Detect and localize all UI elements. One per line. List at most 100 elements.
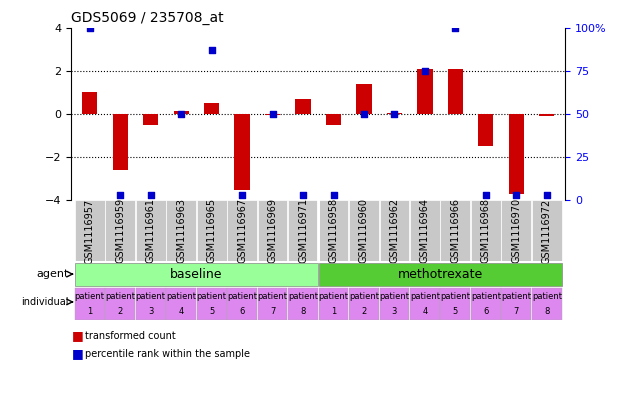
Point	[420, 68, 430, 74]
Point	[146, 192, 156, 198]
Text: GSM1116962: GSM1116962	[389, 198, 399, 263]
Text: patient: patient	[258, 292, 288, 301]
Text: patient: patient	[75, 292, 105, 301]
Bar	[319, 263, 563, 286]
Bar	[356, 84, 371, 114]
Point	[359, 111, 369, 117]
Text: 8: 8	[544, 307, 550, 316]
Text: methotrexate: methotrexate	[397, 268, 483, 281]
Bar	[197, 200, 227, 261]
Text: GSM1116966: GSM1116966	[450, 198, 460, 263]
Text: patient: patient	[532, 292, 562, 301]
Text: patient: patient	[379, 292, 409, 301]
Bar	[227, 288, 257, 320]
Bar	[265, 114, 280, 115]
Bar	[532, 200, 562, 261]
Bar	[387, 113, 402, 114]
Text: 2: 2	[361, 307, 366, 316]
Text: patient: patient	[288, 292, 318, 301]
Text: GSM1116958: GSM1116958	[329, 198, 338, 263]
Text: 5: 5	[209, 307, 214, 316]
Text: patient: patient	[471, 292, 501, 301]
Bar	[349, 200, 379, 261]
Point	[237, 192, 247, 198]
Text: GSM1116971: GSM1116971	[298, 198, 308, 263]
Bar	[288, 200, 318, 261]
Bar	[501, 288, 532, 320]
Text: GSM1116970: GSM1116970	[511, 198, 522, 263]
Bar	[319, 200, 348, 261]
Point	[84, 24, 94, 31]
Text: individual: individual	[21, 297, 68, 307]
Point	[389, 111, 399, 117]
Bar	[143, 114, 158, 125]
Text: GSM1116963: GSM1116963	[176, 198, 186, 263]
Point	[207, 47, 217, 53]
Text: GSM1116969: GSM1116969	[268, 198, 278, 263]
Text: GSM1116961: GSM1116961	[146, 198, 156, 263]
Point	[116, 192, 125, 198]
Bar	[471, 288, 501, 320]
Bar	[258, 200, 288, 261]
Text: percentile rank within the sample: percentile rank within the sample	[85, 349, 250, 359]
Bar	[75, 200, 104, 261]
Point	[481, 192, 491, 198]
Bar	[197, 288, 227, 320]
Text: patient: patient	[166, 292, 196, 301]
Text: GSM1116960: GSM1116960	[359, 198, 369, 263]
Bar	[379, 288, 409, 320]
Text: baseline: baseline	[170, 268, 222, 281]
Bar	[448, 68, 463, 114]
Bar	[349, 288, 379, 320]
Bar	[105, 288, 135, 320]
Text: 5: 5	[453, 307, 458, 316]
Text: patient: patient	[440, 292, 470, 301]
Text: 6: 6	[239, 307, 245, 316]
Text: GDS5069 / 235708_at: GDS5069 / 235708_at	[71, 11, 224, 25]
Bar	[105, 200, 135, 261]
Text: agent: agent	[36, 269, 68, 279]
Point	[176, 111, 186, 117]
Text: 6: 6	[483, 307, 489, 316]
Bar	[112, 114, 128, 170]
Bar	[501, 200, 532, 261]
Bar	[440, 200, 470, 261]
Text: GSM1116964: GSM1116964	[420, 198, 430, 263]
Bar	[471, 200, 501, 261]
Point	[511, 192, 521, 198]
Text: 7: 7	[514, 307, 519, 316]
Text: patient: patient	[105, 292, 135, 301]
Point	[542, 192, 552, 198]
Bar	[227, 200, 257, 261]
Point	[298, 192, 308, 198]
Text: 1: 1	[87, 307, 93, 316]
Text: patient: patient	[501, 292, 532, 301]
Bar	[136, 200, 166, 261]
Bar	[82, 92, 97, 114]
Bar	[204, 103, 219, 114]
Text: GSM1116965: GSM1116965	[207, 198, 217, 263]
Text: patient: patient	[227, 292, 257, 301]
Bar	[75, 263, 318, 286]
Text: GSM1116968: GSM1116968	[481, 198, 491, 263]
Bar	[319, 288, 348, 320]
Text: patient: patient	[197, 292, 227, 301]
Bar	[258, 288, 288, 320]
Bar	[173, 111, 189, 114]
Bar	[235, 114, 250, 189]
Point	[268, 111, 278, 117]
Bar	[478, 114, 494, 146]
Text: ■: ■	[71, 347, 83, 360]
Bar	[136, 288, 166, 320]
Bar	[326, 114, 341, 125]
Bar	[379, 200, 409, 261]
Text: 2: 2	[117, 307, 123, 316]
Bar	[417, 68, 433, 114]
Point	[329, 192, 338, 198]
Bar	[532, 288, 562, 320]
Text: 7: 7	[270, 307, 275, 316]
Text: GSM1116957: GSM1116957	[84, 198, 94, 264]
Text: ■: ■	[71, 329, 83, 343]
Text: 4: 4	[422, 307, 427, 316]
Text: 3: 3	[392, 307, 397, 316]
